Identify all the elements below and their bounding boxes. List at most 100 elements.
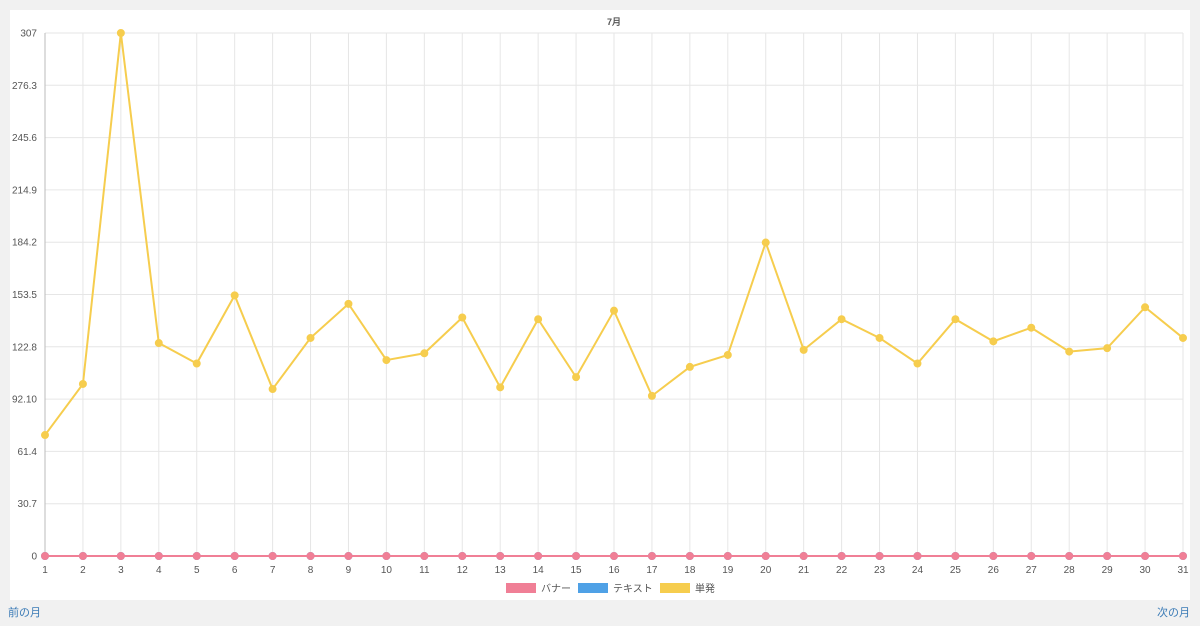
data-point-single (610, 306, 618, 315)
data-point-banner (1027, 552, 1036, 560)
data-point-single (306, 333, 315, 342)
legend-swatch-single (660, 583, 690, 593)
x-tick-label: 4 (156, 565, 162, 576)
legend-label-banner: バナー (541, 583, 571, 595)
data-point-banner (1179, 552, 1187, 560)
x-tick-label: 25 (950, 565, 962, 576)
x-tick-label: 23 (874, 565, 886, 576)
data-point-single (41, 431, 49, 440)
x-tick-label: 20 (760, 565, 772, 576)
data-point-banner (458, 552, 467, 560)
x-tick-label: 6 (232, 565, 238, 576)
y-tick-label: 61.4 (18, 447, 38, 458)
x-tick-label: 22 (836, 565, 848, 576)
data-point-single (1027, 323, 1036, 332)
data-point-single (192, 359, 201, 368)
data-point-banner (344, 552, 353, 560)
data-point-banner (837, 552, 846, 560)
data-point-single (723, 350, 732, 359)
data-point-banner (192, 552, 201, 560)
data-point-single (1103, 344, 1112, 353)
data-point-banner (154, 552, 163, 560)
x-tick-label: 13 (495, 565, 507, 576)
data-point-single (951, 315, 960, 324)
x-tick-label: 19 (722, 565, 734, 576)
data-point-single (685, 362, 694, 371)
data-point-single (1179, 333, 1187, 342)
x-tick-label: 29 (1102, 565, 1114, 576)
data-point-banner (41, 552, 49, 560)
x-tick-label: 16 (608, 565, 620, 576)
legend-swatch-text (578, 583, 608, 593)
data-point-banner (420, 552, 429, 560)
data-point-single (1065, 347, 1074, 356)
data-point-single (1141, 303, 1150, 312)
data-point-banner (1141, 552, 1150, 560)
x-tick-label: 30 (1140, 565, 1152, 576)
data-point-banner (610, 552, 618, 560)
data-point-single (761, 238, 770, 247)
y-tick-label: 122.8 (12, 342, 37, 353)
data-point-single (496, 383, 505, 392)
x-tick-label: 3 (118, 565, 124, 576)
data-point-banner (685, 552, 694, 560)
chart-panel: 7月 0 30.7 61.4 92.10 122.8 153.5 184.2 214.9 245.… (10, 10, 1190, 600)
data-point-banner (989, 552, 998, 560)
data-point-banner (78, 552, 87, 560)
data-point-single (837, 315, 846, 324)
data-point-single (420, 349, 429, 358)
x-tick-label: 8 (308, 565, 314, 576)
data-point-single (647, 391, 656, 400)
legend-swatch-banner (506, 583, 536, 593)
data-point-banner (647, 552, 656, 560)
data-point-banner (951, 552, 960, 560)
x-tick-label: 24 (912, 565, 924, 576)
data-point-single (989, 337, 998, 346)
x-tick-label: 1 (42, 565, 48, 576)
y-tick-label: 92.10 (12, 395, 37, 406)
data-point-banner (496, 552, 505, 560)
data-point-banner (382, 552, 391, 560)
data-point-single (230, 291, 239, 300)
data-point-single (116, 29, 125, 37)
x-tick-label: 31 (1177, 565, 1189, 576)
prev-month-link[interactable]: 前の月 (8, 607, 41, 619)
data-point-banner (913, 552, 922, 560)
next-month-link[interactable]: 次の月 (1157, 607, 1190, 619)
data-point-single (572, 373, 581, 382)
x-tick-label: 27 (1026, 565, 1038, 576)
data-point-single (875, 333, 884, 342)
data-point-banner (799, 552, 808, 560)
y-tick-label: 276.3 (12, 81, 37, 92)
chart-title: 7月 (607, 17, 621, 27)
x-tick-label: 14 (533, 565, 545, 576)
y-tick-label: 30.7 (18, 499, 38, 510)
grid (44, 32, 1184, 557)
x-tick-label: 9 (346, 565, 352, 576)
data-point-single (382, 356, 391, 365)
data-point-banner (534, 552, 543, 560)
x-tick-label: 28 (1064, 565, 1076, 576)
legend-label-single: 単発 (695, 582, 715, 595)
data-point-single (913, 359, 922, 368)
data-point-single (78, 379, 87, 388)
legend: バナー テキスト 単発 (506, 582, 715, 595)
y-tick-label: 245.6 (12, 133, 37, 144)
data-point-banner (572, 552, 581, 560)
x-tick-label: 5 (194, 565, 200, 576)
x-tick-label: 26 (988, 565, 1000, 576)
data-point-single (799, 345, 808, 354)
data-point-banner (761, 552, 770, 560)
x-tick-label: 18 (684, 565, 696, 576)
data-point-single (344, 299, 353, 308)
data-point-single (268, 385, 277, 394)
data-point-banner (306, 552, 315, 560)
data-point-banner (875, 552, 884, 560)
x-tick-label: 17 (646, 565, 658, 576)
data-point-banner (268, 552, 277, 560)
y-tick-label: 214.9 (12, 185, 37, 196)
data-point-single (458, 313, 467, 322)
x-tick-label: 2 (80, 565, 86, 576)
y-tick-label: 307 (20, 29, 37, 40)
y-tick-label: 153.5 (12, 290, 37, 301)
